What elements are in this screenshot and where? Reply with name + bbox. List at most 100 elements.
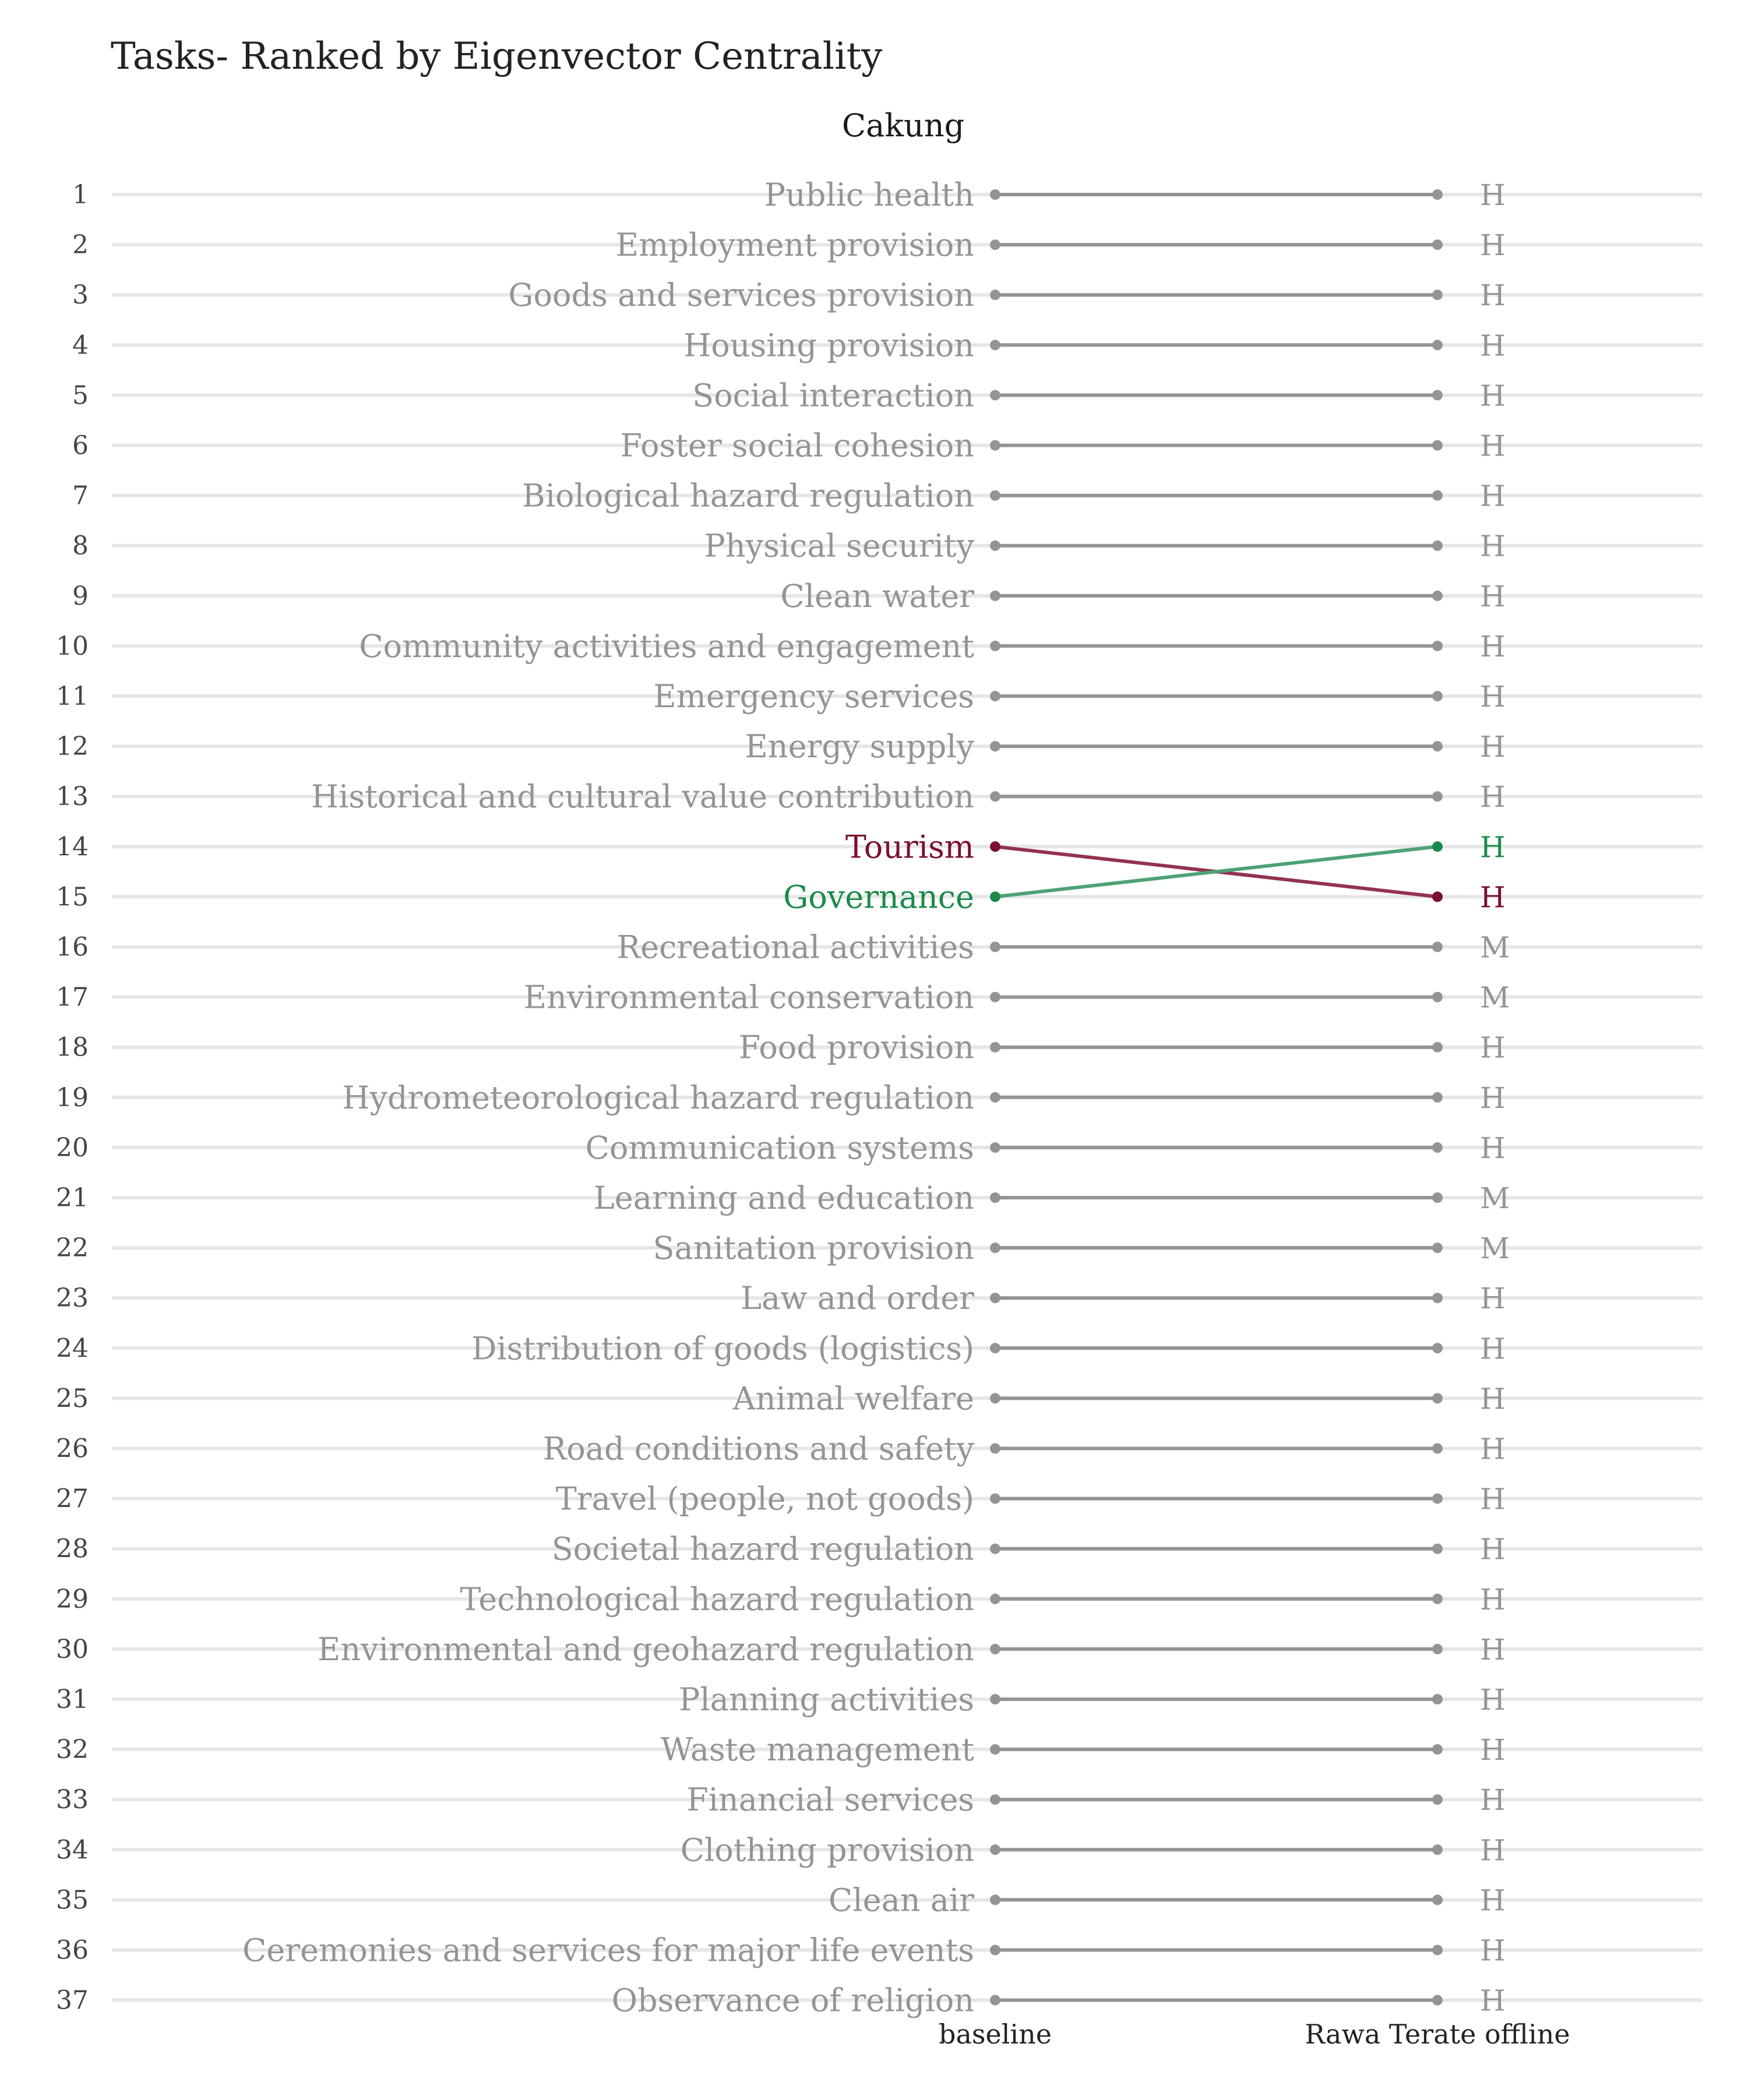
chart-title: Tasks- Ranked by Eigenvector Centrality [111, 35, 882, 78]
scenario-point [1432, 741, 1443, 752]
scenario-point [1432, 590, 1443, 601]
scenario-point [1432, 1243, 1443, 1254]
rank-tick-label: 16 [56, 933, 89, 962]
rank-tick-label: 34 [56, 1835, 89, 1865]
task-label: Clean water [780, 578, 974, 615]
task-label: Employment provision [616, 227, 974, 263]
task-label: Recreational activities [616, 929, 974, 966]
rank-tick-label: 5 [72, 380, 89, 410]
level-label: H [1480, 429, 1506, 463]
task-label: Public health [764, 177, 974, 213]
scenario-point [1432, 239, 1443, 250]
task-labels: Public health Employment provision Goods a… [242, 177, 975, 2019]
scenario-point [1432, 991, 1443, 1003]
baseline-point [990, 741, 1000, 752]
scenario-point [1432, 1142, 1443, 1153]
baseline-point [990, 640, 1000, 651]
level-label: H [1480, 530, 1506, 563]
baseline-point [990, 841, 1000, 852]
baseline-point [990, 590, 1000, 601]
baseline-point [990, 1694, 1000, 1704]
level-label: H [1480, 178, 1506, 212]
rank-tick-label: 35 [56, 1885, 89, 1915]
rank-tick-label: 3 [72, 280, 89, 310]
rank-tick-label: 15 [56, 882, 89, 912]
task-label: Foster social cohesion [621, 428, 975, 464]
scenario-point [1432, 1543, 1443, 1554]
task-label: Historical and cultural value contributi… [311, 778, 974, 815]
task-label: Environmental and geohazard regulation [318, 1631, 974, 1668]
rank-tick-label: 18 [56, 1033, 89, 1063]
baseline-point [990, 1894, 1000, 1905]
scenario-point [1432, 791, 1443, 802]
baseline-point [990, 691, 1000, 701]
rank-tick-label: 21 [56, 1183, 89, 1213]
scenario-point [1432, 390, 1443, 401]
rank-tick-label: 26 [56, 1434, 89, 1464]
level-label: H [1480, 1282, 1506, 1315]
scenario-point [1432, 1643, 1443, 1654]
x-tick-label: Rawa Terate offline [1305, 2018, 1570, 2050]
rank-tick-label: 10 [56, 631, 89, 661]
task-label: Clean air [829, 1882, 974, 1918]
rank-tick-label: 36 [56, 1936, 89, 1965]
task-label: Food provision [739, 1029, 974, 1066]
task-label: Financial services [686, 1781, 974, 1818]
scenario-point [1432, 1293, 1443, 1304]
baseline-point [990, 1042, 1000, 1053]
task-label: Goods and services provision [508, 277, 974, 313]
task-label: Learning and education [594, 1180, 974, 1216]
rank-tick-label: 22 [56, 1233, 89, 1263]
scenario-point [1432, 1844, 1443, 1855]
baseline-point [990, 1343, 1000, 1354]
task-label: Environmental conservation [524, 979, 974, 1016]
baseline-point [990, 1744, 1000, 1755]
task-label: Sanitation provision [653, 1230, 975, 1266]
level-label: H [1480, 1382, 1506, 1416]
scenario-point [1432, 440, 1443, 451]
level-label: H [1480, 329, 1506, 362]
scenario-point [1432, 1995, 1443, 2006]
rank-tick-label: 32 [56, 1735, 89, 1764]
task-label: Housing provision [683, 327, 974, 363]
rank-tick-label: 8 [72, 531, 89, 561]
scenario-point [1432, 189, 1443, 200]
scenario-point [1432, 1894, 1443, 1905]
level-label: M [1480, 1231, 1510, 1265]
task-label: Hydrometeorological hazard regulation [342, 1079, 974, 1116]
level-label: H [1480, 1432, 1506, 1466]
level-label: H [1480, 1533, 1506, 1566]
baseline-point [990, 1092, 1000, 1103]
task-label: Technological hazard regulation [460, 1581, 974, 1618]
scenario-point [1432, 1794, 1443, 1805]
scenario-point [1432, 1192, 1443, 1203]
level-label: H [1480, 1583, 1506, 1617]
scenario-point [1432, 1493, 1443, 1504]
scenario-point [1432, 1042, 1443, 1053]
baseline-point [990, 239, 1000, 250]
level-label: M [1480, 1181, 1510, 1215]
baseline-point [990, 390, 1000, 401]
task-label: Social interaction [692, 377, 974, 414]
rank-tick-label: 6 [72, 431, 89, 461]
baseline-point [990, 1995, 1000, 2006]
rank-tick-label: 23 [56, 1283, 89, 1313]
rank-tick-label: 31 [56, 1685, 89, 1714]
scenario-point [1432, 941, 1443, 952]
rank-tick-label: 11 [56, 682, 89, 711]
level-label: H [1480, 830, 1506, 864]
scenario-point [1432, 1443, 1443, 1454]
task-label: Biological hazard regulation [522, 478, 974, 514]
rank-tick-label: 20 [56, 1133, 89, 1163]
scenario-point [1432, 1092, 1443, 1103]
level-label: H [1480, 1934, 1506, 1968]
baseline-point [990, 1543, 1000, 1554]
task-label: Animal welfare [732, 1380, 974, 1417]
rank-tick-label: 14 [56, 832, 89, 862]
level-label: H [1480, 730, 1506, 764]
panel-subtitle: Cakung [842, 107, 964, 144]
x-axis: baseline Rawa Terate offline [939, 2018, 1570, 2050]
series-line [995, 845, 1438, 899]
